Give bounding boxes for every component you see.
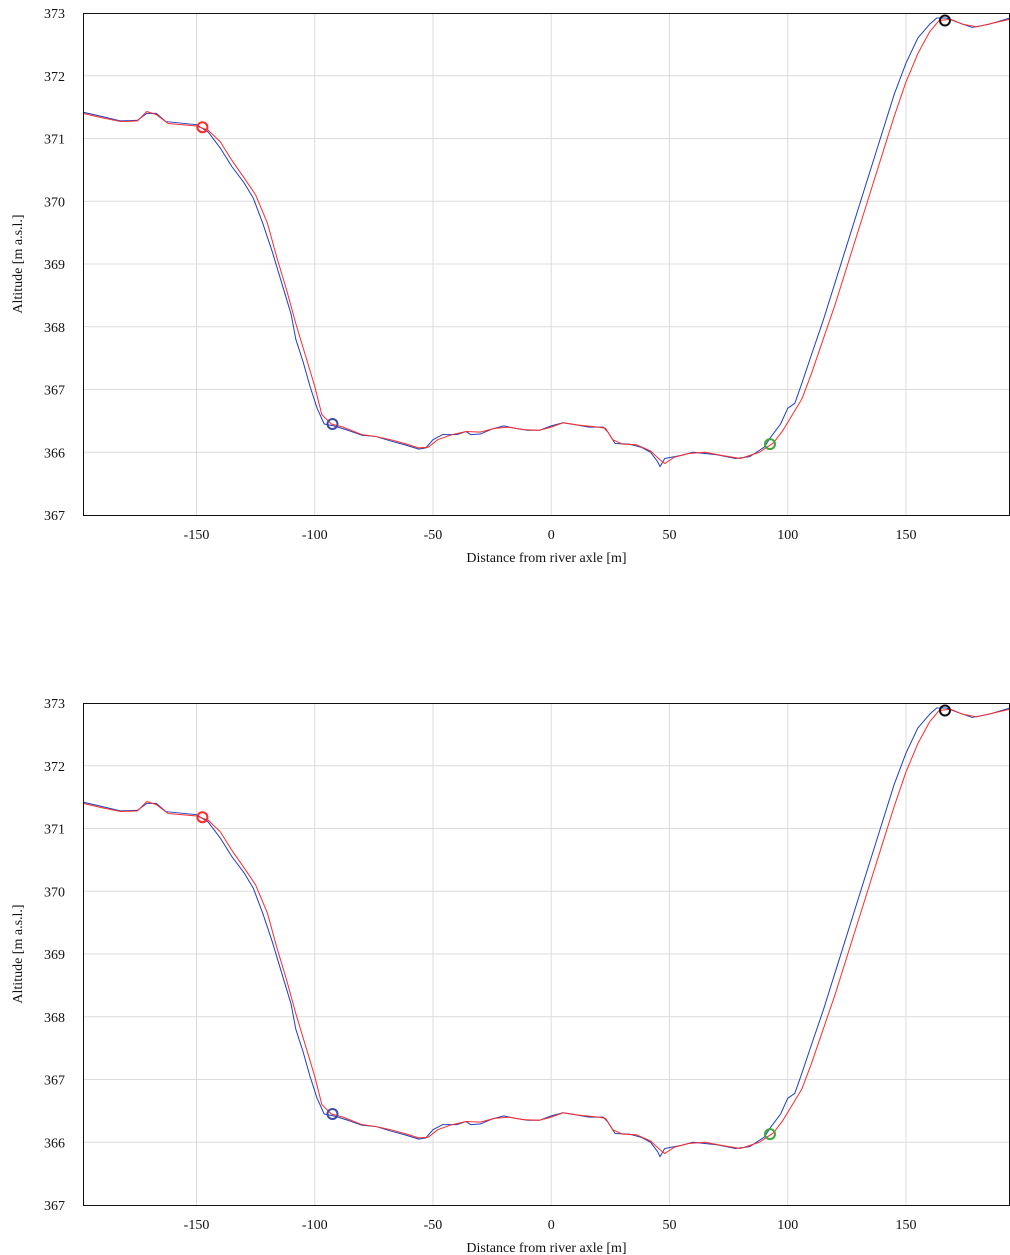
y-tick-label: 366 — [44, 1136, 65, 1151]
y-tick-label: 371 — [44, 133, 65, 148]
series-line-blue — [82, 17, 1010, 468]
x-tick-label: -100 — [302, 528, 328, 543]
y-tick-label: 367 — [44, 1074, 65, 1089]
y-tick-label: 367 — [44, 384, 65, 399]
y-axis-title: Altitude [m a.s.l.] — [11, 904, 26, 1003]
x-tick-label: 0 — [548, 528, 555, 543]
x-axis-title: Distance from river axle [m] — [466, 551, 626, 566]
series-lines — [82, 17, 1010, 468]
point-marker — [326, 418, 339, 431]
x-tick-label: -50 — [424, 1218, 443, 1233]
series-lines — [82, 707, 1010, 1158]
point-markers — [196, 14, 951, 451]
point-markers — [196, 704, 951, 1141]
y-axis-title: Altitude [m a.s.l.] — [11, 214, 26, 313]
point-marker — [763, 438, 776, 451]
y-tick-label: 366 — [44, 446, 65, 461]
point-marker — [196, 121, 209, 134]
grid — [83, 703, 1010, 1205]
x-tick-label: 150 — [895, 528, 916, 543]
x-tick-labels: -150 -100 -50 0 50 100 150 — [184, 1218, 917, 1233]
y-tick-label: 369 — [44, 948, 65, 963]
elevation-profile-chart-bottom: 367 366 367 368 369 370 371 372 373 -150 -100 -50 0… — [11, 697, 1010, 1255]
x-axis-title: Distance from river axle [m] — [466, 1241, 626, 1255]
x-tick-label: 100 — [777, 528, 798, 543]
series-line-blue — [82, 707, 1010, 1158]
x-tick-label: -150 — [184, 528, 210, 543]
point-marker — [938, 14, 951, 27]
y-tick-label: 373 — [44, 7, 65, 22]
x-tick-label: 0 — [548, 1218, 555, 1233]
point-marker — [196, 811, 209, 824]
x-tick-labels: -150 -100 -50 0 50 100 150 — [184, 528, 917, 543]
y-tick-labels: 367 366 367 368 369 370 371 372 373 — [44, 7, 65, 524]
y-tick-label: 368 — [44, 1011, 65, 1026]
x-tick-label: 50 — [662, 528, 676, 543]
y-tick-labels: 367 366 367 368 369 370 371 372 373 — [44, 697, 65, 1214]
y-tick-label: 373 — [44, 697, 65, 712]
x-tick-label: 150 — [895, 1218, 916, 1233]
x-tick-label: -150 — [184, 1218, 210, 1233]
grid — [83, 13, 1010, 515]
y-tick-label: 370 — [44, 885, 65, 900]
series-line-red — [82, 708, 1010, 1155]
y-tick-label: 372 — [44, 70, 65, 85]
point-marker — [938, 704, 951, 717]
x-tick-label: -50 — [424, 528, 443, 543]
elevation-profile-chart-top: 367 366 367 368 369 370 371 372 373 -150 -100 -50 0… — [11, 7, 1010, 566]
y-tick-label: 371 — [44, 823, 65, 838]
series-line-red — [82, 18, 1010, 465]
y-tick-label: 367 — [44, 509, 65, 524]
x-tick-label: 100 — [777, 1218, 798, 1233]
point-marker — [763, 1128, 776, 1141]
point-marker — [326, 1108, 339, 1121]
y-tick-label: 370 — [44, 195, 65, 210]
x-tick-label: -100 — [302, 1218, 328, 1233]
y-tick-label: 368 — [44, 321, 65, 336]
x-tick-label: 50 — [662, 1218, 676, 1233]
y-tick-label: 367 — [44, 1199, 65, 1214]
y-tick-label: 369 — [44, 258, 65, 273]
y-tick-label: 372 — [44, 760, 65, 775]
